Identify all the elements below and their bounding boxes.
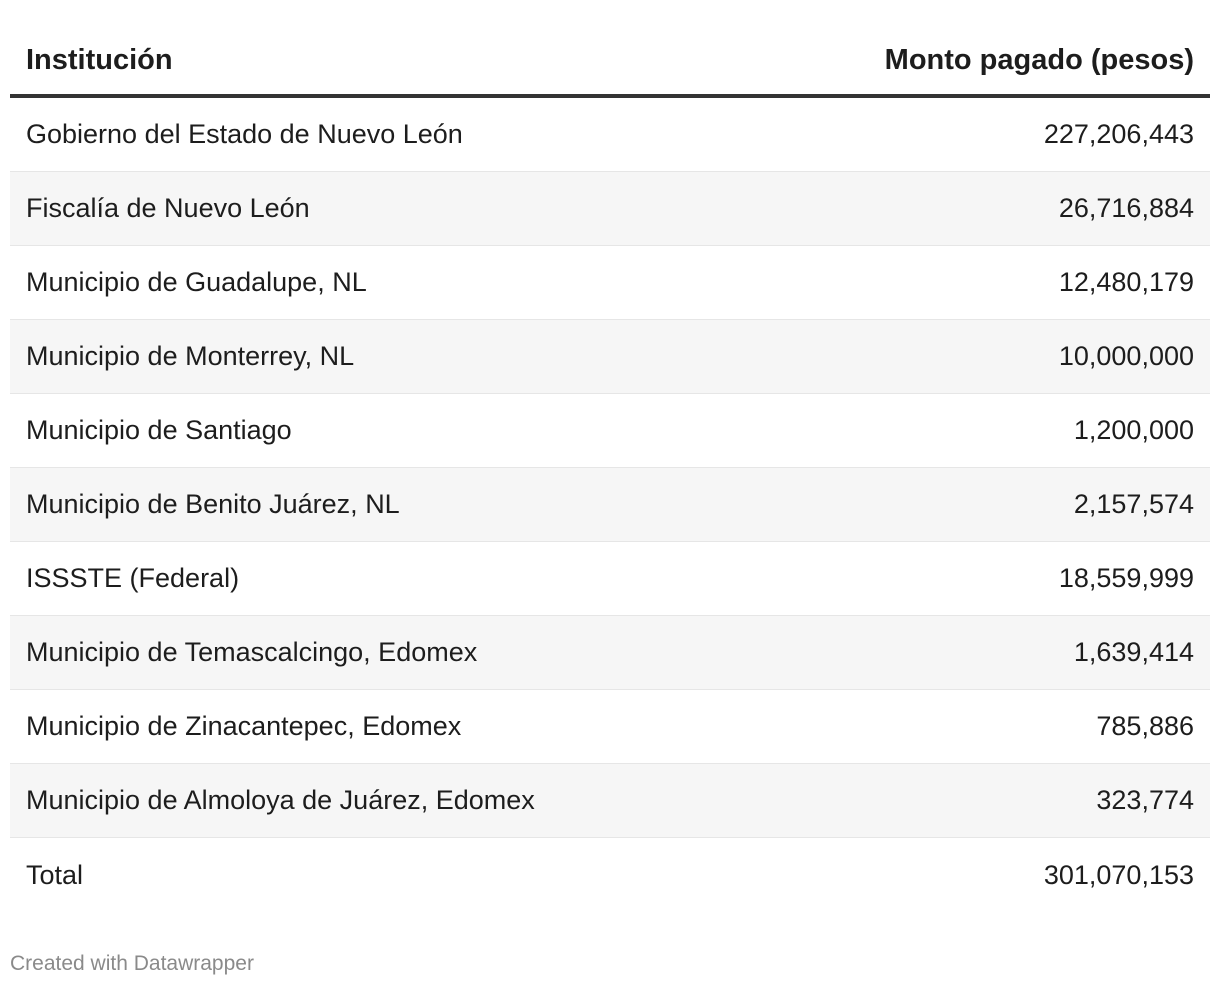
cell-institucion: Municipio de Monterrey, NL	[26, 341, 355, 371]
cell-monto: 18,559,999	[1058, 563, 1194, 593]
table-body: Gobierno del Estado de Nuevo León 227,206…	[10, 98, 1210, 912]
table-row: Gobierno del Estado de Nuevo León 227,206…	[10, 98, 1210, 172]
cell-institucion: Fiscalía de Nuevo León	[26, 193, 310, 223]
table-row: Municipio de Almoloya de Juárez, Edomex 3…	[10, 764, 1210, 838]
table-header: Institución Monto pagado (pesos)	[10, 26, 1210, 98]
cell-monto: 12,480,179	[1058, 267, 1194, 297]
table-row: ISSSTE (Federal) 18,559,999	[10, 542, 1210, 616]
cell-institucion: ISSSTE (Federal)	[26, 563, 240, 593]
cell-institucion: Municipio de Benito Juárez, NL	[26, 489, 400, 519]
cell-institucion: Municipio de Temascalcingo, Edomex	[26, 637, 478, 667]
table-row: Municipio de Zinacantepec, Edomex 785,886	[10, 690, 1210, 764]
data-table: Institución Monto pagado (pesos) Gobiern…	[10, 26, 1210, 912]
cell-monto: 1,639,414	[1073, 637, 1194, 667]
table-row: Municipio de Santiago 1,200,000	[10, 394, 1210, 468]
cell-monto: 1,200,000	[1073, 415, 1194, 445]
column-header-institucion[interactable]: Institución	[26, 43, 173, 76]
table-row: Municipio de Guadalupe, NL 12,480,179	[10, 246, 1210, 320]
cell-institucion: Total	[26, 859, 84, 890]
total-row: Total 301,070,153	[10, 838, 1210, 912]
cell-monto: 2,157,574	[1073, 489, 1194, 519]
cell-monto: 323,774	[1096, 785, 1194, 815]
cell-monto: 301,070,153	[1043, 859, 1194, 890]
cell-monto: 227,206,443	[1043, 119, 1194, 149]
table-row: Fiscalía de Nuevo León 26,716,884	[10, 172, 1210, 246]
cell-monto: 10,000,000	[1058, 341, 1194, 371]
cell-institucion: Municipio de Guadalupe, NL	[26, 267, 367, 297]
cell-institucion: Municipio de Almoloya de Juárez, Edomex	[26, 785, 535, 815]
cell-institucion: Gobierno del Estado de Nuevo León	[26, 119, 463, 149]
cell-monto: 785,886	[1096, 711, 1194, 741]
cell-institucion: Municipio de Zinacantepec, Edomex	[26, 711, 462, 741]
table-row: Municipio de Benito Juárez, NL 2,157,574	[10, 468, 1210, 542]
table-row: Municipio de Monterrey, NL 10,000,000	[10, 320, 1210, 394]
column-header-monto[interactable]: Monto pagado (pesos)	[884, 43, 1194, 76]
datawrapper-credit[interactable]: Created with Datawrapper	[10, 952, 254, 975]
cell-institucion: Municipio de Santiago	[26, 415, 292, 445]
table-row: Municipio de Temascalcingo, Edomex 1,639,…	[10, 616, 1210, 690]
cell-monto: 26,716,884	[1058, 193, 1194, 223]
